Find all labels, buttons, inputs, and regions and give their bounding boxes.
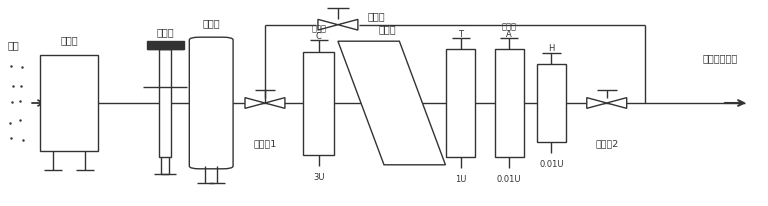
Bar — [446, 49, 475, 157]
Polygon shape — [318, 19, 338, 30]
Text: 3U: 3U — [313, 173, 324, 182]
Polygon shape — [607, 98, 627, 108]
Polygon shape — [338, 41, 445, 165]
Text: H: H — [548, 44, 554, 53]
Bar — [303, 52, 334, 154]
Bar — [159, 49, 171, 157]
Text: 1U: 1U — [455, 175, 466, 184]
Bar — [147, 41, 184, 49]
Text: 过滤器: 过滤器 — [502, 22, 517, 31]
Text: T: T — [458, 30, 463, 39]
Text: 0.01U: 0.01U — [539, 160, 564, 169]
Text: C: C — [316, 32, 322, 41]
Text: 旁路阀: 旁路阀 — [367, 12, 385, 21]
Text: 冷干机: 冷干机 — [379, 24, 396, 34]
Polygon shape — [265, 98, 285, 108]
Text: A: A — [506, 30, 512, 39]
Text: 修理阀2: 修理阀2 — [595, 140, 618, 149]
Text: 后冷器: 后冷器 — [157, 27, 174, 37]
Polygon shape — [338, 19, 358, 30]
Polygon shape — [245, 98, 265, 108]
Bar — [495, 49, 524, 157]
Text: 净化压缩空气: 净化压缩空气 — [702, 53, 737, 63]
Text: 0.01U: 0.01U — [497, 175, 521, 184]
Polygon shape — [587, 98, 607, 108]
Text: 贮气罐: 贮气罐 — [203, 18, 220, 28]
Text: 过滤器: 过滤器 — [311, 24, 326, 33]
Bar — [537, 64, 566, 142]
Text: 大气: 大气 — [7, 40, 19, 50]
Text: 修理阀1: 修理阀1 — [253, 140, 276, 149]
Text: 空压机: 空压机 — [61, 35, 78, 46]
FancyBboxPatch shape — [189, 37, 233, 169]
Bar — [40, 55, 98, 151]
